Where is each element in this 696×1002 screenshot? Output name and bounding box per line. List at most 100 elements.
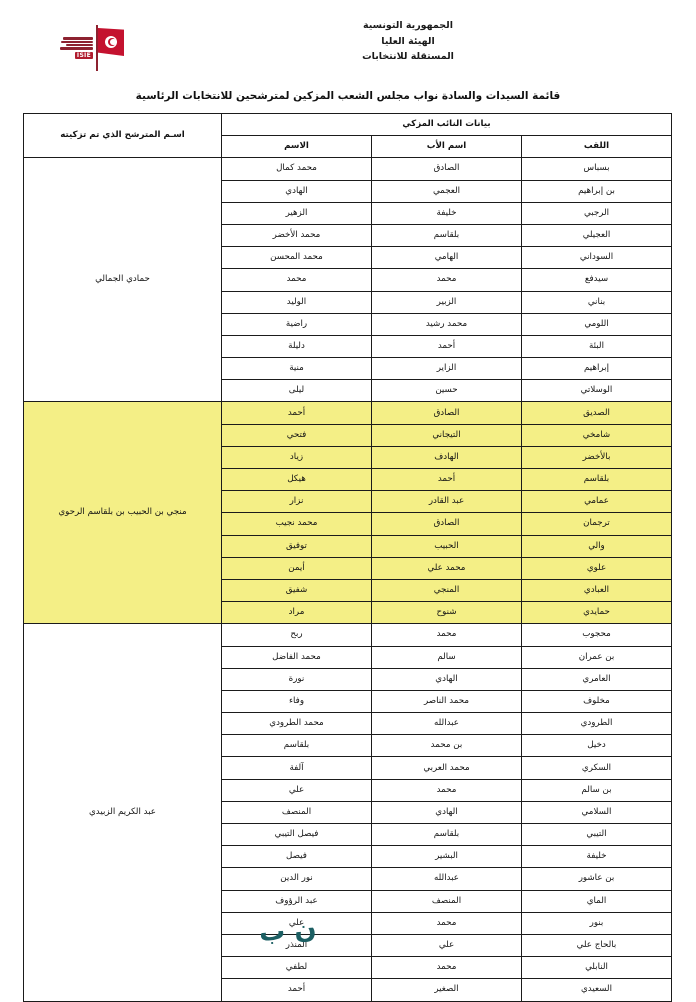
cell-father-name: الزاير <box>371 357 522 381</box>
cell-first-name: شفيق <box>221 578 372 603</box>
cell-father-name: عبدالله <box>371 712 522 736</box>
table-row: بالحاج علي علي المنذر <box>24 933 672 958</box>
cell-surname: بناني <box>521 290 672 314</box>
cell-first-name: الزهير <box>221 201 372 225</box>
table-row: عمامي عبد القادر نزار <box>24 490 672 514</box>
table-row: السلامي الهادي المنصف <box>24 800 672 825</box>
table-row: بلقاسم أحمد هيكل <box>24 467 672 492</box>
cell-surname: بالأخضر <box>521 445 672 470</box>
candidate-column-header: اسـم المترشح الذي تم تزكيته <box>23 112 222 159</box>
cell-surname: ترجمان <box>521 512 672 536</box>
cell-surname: والي <box>521 534 672 558</box>
cell-first-name: ليلى <box>221 379 372 403</box>
cell-first-name: محمد كمال <box>221 157 372 181</box>
table-head: بيانات النائب المزكي اسـم المترشح الذي ت… <box>23 112 672 159</box>
column-header-father: اسم الأب <box>371 135 522 159</box>
cell-endorsed-candidate: حمادي الجمالي <box>23 157 222 403</box>
cell-surname: بلقاسم <box>521 467 672 492</box>
cell-father-name: العجمي <box>371 179 522 203</box>
cell-surname: الماي <box>521 889 672 913</box>
cell-surname: بن سالم <box>521 778 672 802</box>
cell-first-name: المنصف <box>221 800 372 825</box>
cell-father-name: محمد <box>371 268 522 292</box>
table-body: بسباس الصادق محمد كمال حمادي الجمالي بن إبرا… <box>23 157 672 1002</box>
cell-father-name: الصغير <box>371 978 522 1002</box>
cell-surname: البئة <box>521 334 672 359</box>
table-row: السوداني الهامي محمد المحسن <box>24 246 672 270</box>
cell-first-name: علي <box>221 778 372 802</box>
cell-father-name: محمد <box>371 778 522 802</box>
column-header-surname: اللقب <box>521 135 672 159</box>
gov-line-elections: المستقلة للانتخابات <box>362 51 454 62</box>
logo-wordmark: ISIE <box>55 37 93 59</box>
cell-surname: عمامي <box>521 490 672 514</box>
table-row: مخلوف محمد الناصر وفاء <box>24 689 672 714</box>
table-row: بسباس الصادق محمد كمال حمادي الجمالي <box>23 157 672 403</box>
cell-first-name: محمد <box>221 268 372 292</box>
table-row: إبراهيم الزاير منية <box>24 357 672 381</box>
logo-text-line <box>63 37 93 40</box>
cell-first-name: عبد الرؤوف <box>221 889 372 913</box>
tunisian-flag-icon <box>96 25 126 71</box>
table-row: بناني الزبير الوليد <box>24 290 672 314</box>
table-row: بن عمران سالم محمد الفاضل <box>24 645 672 669</box>
cell-first-name: هيكل <box>221 467 372 492</box>
cell-first-name: محمد المحسن <box>221 246 372 270</box>
cell-first-name: محمد الفاضل <box>221 645 372 669</box>
cell-surname: بالحاج علي <box>521 933 672 958</box>
table-row: الطرودي عبدالله محمد الطرودي <box>24 712 672 736</box>
cell-first-name: منية <box>221 357 372 381</box>
cell-father-name: محمد رشيد <box>371 312 522 336</box>
cell-surname: بسباس <box>521 157 672 181</box>
cell-surname: إبراهيم <box>521 357 672 381</box>
cell-first-name: أيمن <box>221 556 372 580</box>
cell-father-name: الهامي <box>371 246 522 270</box>
table-row: العامري الهادي نورة <box>24 667 672 691</box>
table-row: علوي محمد علي أيمن <box>24 556 672 580</box>
flag-pole <box>96 25 98 71</box>
table-row: التيبي بلقاسم فيصل التيبي <box>24 822 672 847</box>
table-row: العجيلي بلقاسم محمد الأخضر <box>24 223 672 248</box>
cell-surname: الوسلاتي <box>521 379 672 403</box>
cell-father-name: الحبيب <box>371 534 522 558</box>
cell-first-name: توفيق <box>221 534 372 558</box>
logo-text-line <box>60 47 93 50</box>
table-row: بن عاشور عبدالله نور الدين <box>24 867 672 891</box>
deputy-data-group-header: بيانات النائب المزكي <box>221 112 672 137</box>
cell-father-name: خليفة <box>371 201 522 225</box>
cell-first-name: محمد الطرودي <box>221 712 372 736</box>
logo-text-line <box>66 44 93 47</box>
table-row: الوسلاتي حسين ليلى <box>24 379 672 403</box>
cell-first-name: محمد الأخضر <box>221 223 372 248</box>
cell-surname: سيدفع <box>521 268 672 292</box>
table-row: ترجمان الصادق محمد نجيب <box>24 512 672 536</box>
isie-logo: ISIE <box>55 22 127 74</box>
cell-first-name: أحمد <box>221 978 372 1002</box>
handwritten-signature: ن ب <box>258 914 318 948</box>
cell-surname: اللومي <box>521 312 672 336</box>
table-row: بالأخضر الهادف زياد <box>24 445 672 470</box>
table-row: الصديق الصادق أحمد منجي بن الحبيب بن بلقاسم… <box>23 401 672 625</box>
cell-surname: حمايدي <box>521 601 672 625</box>
gov-line-authority: الهيئة العليا <box>381 35 435 47</box>
cell-father-name: الهادي <box>371 667 522 691</box>
table-row: اللومي محمد رشيد راضية <box>24 312 672 336</box>
table-row: حمايدي شنوح مراد <box>24 601 672 625</box>
table-row: محجوب محمد ربح عبد الكريم الزبيدي <box>23 623 672 1002</box>
cell-surname: العامري <box>521 667 672 691</box>
table-row: شامخي التيجاني فتحي <box>24 423 672 447</box>
cell-surname: شامخي <box>521 423 672 447</box>
cell-first-name: وفاء <box>221 689 372 714</box>
signature-area: ن ب <box>0 914 696 948</box>
cell-first-name: دليلة <box>221 334 372 359</box>
cell-surname: الرجبي <box>521 201 672 225</box>
cell-surname: السوداني <box>521 246 672 270</box>
cell-surname: الطرودي <box>521 712 672 736</box>
cell-first-name: الهادي <box>221 179 372 203</box>
document-page: ISIE الجمهورية التونسية الهيئة العليا ال… <box>0 20 696 1002</box>
cell-father-name: محمد علي <box>371 556 522 580</box>
cell-surname: العبادي <box>521 578 672 603</box>
page-title: قائمة السيدات والسادة نواب مجلس الشعب ال… <box>135 90 561 102</box>
cell-father-name: بن محمد <box>371 734 522 758</box>
cell-first-name: ربح <box>221 623 372 647</box>
